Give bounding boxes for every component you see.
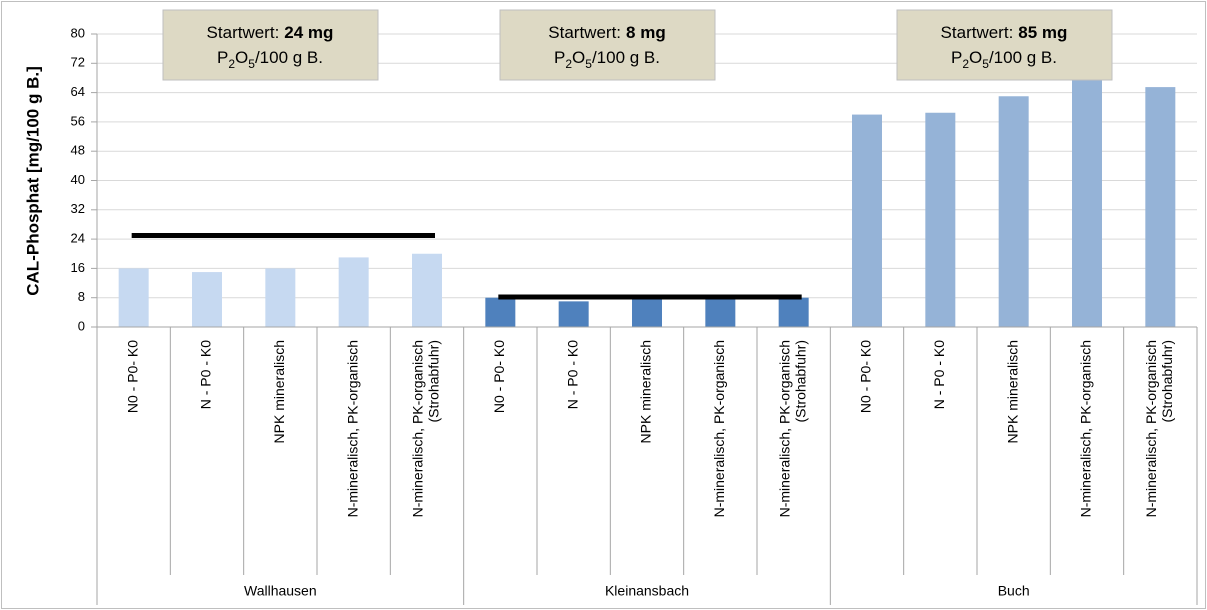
- x-tick-label: (Strohabfuhr): [1159, 340, 1175, 422]
- y-tick-label: 48: [71, 143, 85, 158]
- y-tick-label: 80: [71, 25, 85, 40]
- annotation-unit-part: /100 g B.: [989, 48, 1057, 67]
- bar: [265, 268, 296, 327]
- bar: [192, 272, 222, 327]
- x-tick-label: NPK mineralisch: [638, 340, 654, 443]
- bar: [1072, 79, 1102, 327]
- annotation-unit-part: O: [235, 48, 248, 67]
- annotation-unit-part: /100 g B.: [255, 48, 323, 67]
- annotation-title: Startwert: 8 mg: [548, 23, 665, 42]
- x-tick-label: N - P0 - K0: [931, 340, 947, 409]
- y-tick-label: 8: [78, 289, 85, 304]
- bar: [412, 253, 442, 327]
- x-tick-label: N-mineralisch, PK-organisch: [1078, 340, 1094, 517]
- group-label: Buch: [998, 583, 1030, 599]
- annotation-unit-part: 5: [585, 57, 592, 71]
- x-tick-label: NPK mineralisch: [271, 340, 287, 443]
- y-axis-title: CAL-Phosphat [mg/100 g B.]: [23, 66, 42, 296]
- x-tick-label: N - P0 - K0: [198, 340, 214, 409]
- y-tick-label: 32: [71, 201, 85, 216]
- annotation-title: Startwert: 85 mg: [941, 23, 1068, 42]
- x-tick-label: NPK mineralisch: [1004, 340, 1020, 443]
- x-tick-label: N0 - P0- K0: [858, 340, 874, 413]
- y-tick-label: 64: [71, 84, 85, 99]
- bar: [632, 297, 662, 327]
- annotation-value: 24 mg: [284, 23, 333, 42]
- group-label: Kleinansbach: [605, 583, 689, 599]
- x-tick-label: (Strohabfuhr): [792, 340, 808, 422]
- group-label: Wallhausen: [244, 583, 317, 599]
- annotation-unit: P2O5/100 g B.: [951, 48, 1057, 71]
- annotation-box: [162, 9, 379, 81]
- annotation-value: 8 mg: [626, 23, 666, 42]
- annotation-box: [896, 9, 1113, 81]
- annotation-unit: P2O5/100 g B.: [217, 48, 323, 71]
- annotation-box: [499, 9, 716, 81]
- bar: [778, 297, 809, 327]
- bar: [998, 96, 1029, 327]
- annotation-label: Startwert:: [548, 23, 621, 42]
- annotation-unit-part: O: [969, 48, 982, 67]
- y-tick-label: 72: [71, 55, 85, 70]
- bar: [485, 297, 516, 327]
- x-tick-label: N - P0 - K0: [564, 340, 580, 409]
- x-tick-label: (Strohabfuhr): [426, 340, 442, 422]
- bar: [852, 114, 882, 327]
- x-tick-label: N0 - P0- K0: [491, 340, 507, 413]
- bar: [1145, 87, 1176, 327]
- annotation-label: Startwert:: [207, 23, 280, 42]
- annotation-value: 85 mg: [1018, 23, 1067, 42]
- bar: [118, 268, 149, 327]
- annotation-label: Startwert:: [941, 23, 1014, 42]
- annotation-title: Startwert: 24 mg: [207, 23, 334, 42]
- annotation-unit-part: /100 g B.: [592, 48, 660, 67]
- y-tick-label: 24: [71, 231, 85, 246]
- x-tick-label: N0 - P0- K0: [124, 340, 140, 413]
- y-tick-label: 16: [71, 260, 85, 275]
- annotation-unit-part: 5: [982, 57, 989, 71]
- annotation-unit-part: P: [554, 48, 565, 67]
- annotation-unit: P2O5/100 g B.: [554, 48, 660, 71]
- x-tick-label: N-mineralisch, PK-organisch: [410, 340, 426, 517]
- bar: [705, 297, 736, 327]
- x-tick-label: N-mineralisch, PK-organisch: [711, 340, 727, 517]
- y-tick-label: 56: [71, 113, 85, 128]
- annotation-unit-part: P: [217, 48, 228, 67]
- y-tick-label: 40: [71, 172, 85, 187]
- annotation-unit-part: P: [951, 48, 962, 67]
- x-tick-label: N-mineralisch, PK-organisch: [344, 340, 360, 517]
- bar: [338, 257, 369, 327]
- annotation-unit-part: O: [572, 48, 585, 67]
- bar: [558, 301, 589, 327]
- annotation-unit-part: 2: [962, 57, 969, 71]
- y-tick-label: 0: [78, 318, 85, 333]
- annotation-unit-part: 2: [228, 57, 235, 71]
- annotation-unit-part: 2: [565, 57, 572, 71]
- bar: [925, 112, 956, 328]
- x-tick-label: N-mineralisch, PK-organisch: [1143, 340, 1159, 517]
- x-tick-label: N-mineralisch, PK-organisch: [776, 340, 792, 517]
- annotation-unit-part: 5: [248, 57, 255, 71]
